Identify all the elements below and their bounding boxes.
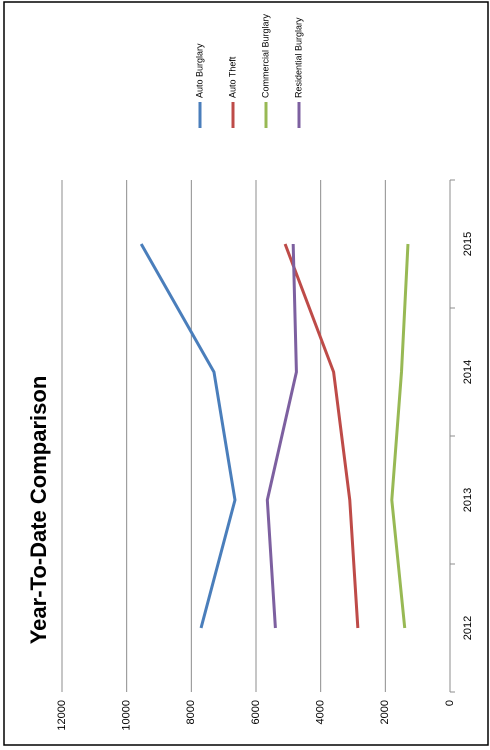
y-tick-label: 10000 [121,700,133,731]
y-tick-label: 2000 [379,700,391,724]
series-line [139,243,237,629]
y-tick-label: 4000 [315,700,327,724]
x-tick-label: 2015 [462,232,474,256]
chart: Year-To-Date Comparison 0 2000 4000 6000 800… [26,13,474,730]
x-tick-label: 2013 [462,488,474,512]
y-tick-label: 6000 [250,700,262,724]
chart-title: Year-To-Date Comparison [26,376,51,645]
series-line [390,243,410,629]
y-tick-label: 8000 [185,700,197,724]
x-tick-label: 2012 [462,616,474,640]
legend-label: Auto Theft [227,56,237,98]
frame [3,1,489,746]
x-tick-label: 2014 [462,360,474,384]
legend-label: Auto Burglary [194,43,204,98]
series-line [283,243,360,629]
legend-label: Residential Burglary [293,17,303,98]
y-tick-label: 12000 [56,700,68,731]
y-tick-label: 0 [444,700,456,706]
legend-label: Commercial Burglary [260,13,270,98]
series-line [265,243,298,629]
